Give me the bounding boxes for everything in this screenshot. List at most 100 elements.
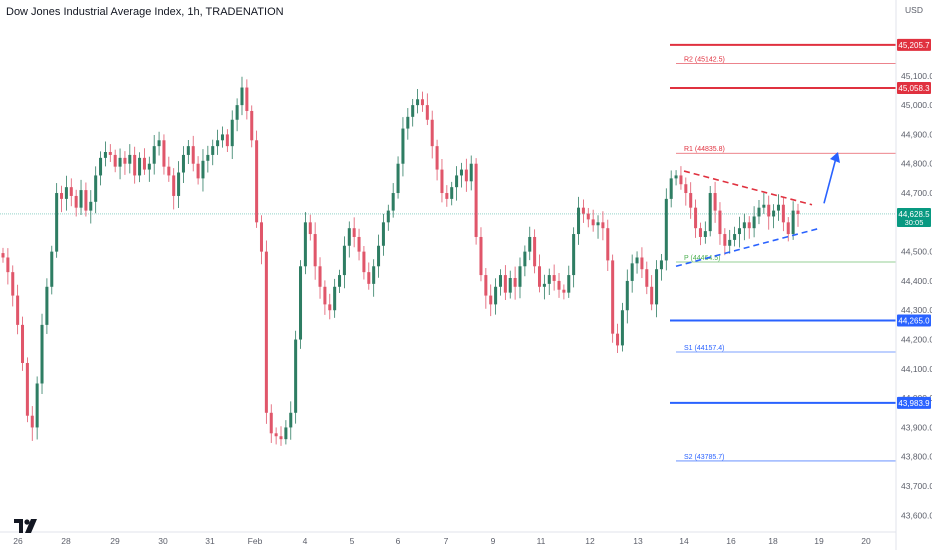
candle-body <box>45 286 49 325</box>
candle-body <box>357 236 361 252</box>
price-badge-label: 44,265.0 <box>898 316 930 325</box>
candle-body <box>230 119 234 147</box>
candle-body <box>347 228 351 246</box>
candle-body <box>6 257 10 273</box>
candle-body <box>533 236 537 267</box>
candle-body <box>211 146 215 155</box>
candle-body <box>308 222 312 235</box>
candle-body <box>225 134 229 147</box>
candle-body <box>157 140 161 147</box>
candle-body <box>294 339 298 413</box>
x-tick-label: 5 <box>350 536 355 546</box>
x-tick-label: 12 <box>585 536 595 546</box>
candle-body <box>235 105 239 120</box>
candle-body <box>498 275 502 287</box>
candle-body <box>323 286 327 305</box>
x-tick-label: 7 <box>444 536 449 546</box>
candle-body <box>635 257 639 264</box>
price-badge-label: 43,983.9 <box>898 399 930 408</box>
candle-body <box>762 204 766 208</box>
candle-body <box>494 286 498 305</box>
candle-body <box>416 99 420 106</box>
y-tick-label: 44,100.0 <box>901 364 932 374</box>
candle-body <box>674 175 678 179</box>
chart-title: Dow Jones Industrial Average Index, 1h, … <box>6 6 284 18</box>
candle-body <box>737 228 741 235</box>
candle-body <box>640 257 644 270</box>
candle-body <box>552 275 556 281</box>
candle-body <box>650 286 654 305</box>
candle-body <box>406 116 410 129</box>
candle-body <box>255 140 259 223</box>
price-badge <box>897 38 931 51</box>
candle-body <box>240 87 244 106</box>
candle-body <box>372 266 376 284</box>
x-tick-label: 13 <box>633 536 643 546</box>
candle-body <box>572 234 576 276</box>
candle-body <box>342 245 346 276</box>
candle-body <box>596 222 600 226</box>
candle-body <box>64 187 68 199</box>
candle-body <box>542 283 546 287</box>
candle-body <box>279 436 283 440</box>
candle-body <box>435 146 439 170</box>
price-badge <box>897 82 931 95</box>
candle-body <box>772 210 776 217</box>
x-tick-label: 26 <box>13 536 23 546</box>
candle-body <box>620 310 624 346</box>
breakout-arrow <box>823 157 837 204</box>
pivot-level-label: S2 (43785.7) <box>684 454 724 461</box>
currency-label: USD <box>905 5 923 15</box>
y-tick-label: 44,400.0 <box>901 276 932 286</box>
candle-body <box>367 272 371 284</box>
candle-body <box>606 228 610 261</box>
x-tick-label: 16 <box>726 536 736 546</box>
candle-body <box>440 169 444 194</box>
candle-body <box>123 157 127 164</box>
y-tick-label: 44,700.0 <box>901 188 932 198</box>
candle-body <box>79 190 83 208</box>
candle-body <box>581 207 585 214</box>
candle-body <box>108 152 112 155</box>
candle-body <box>508 278 512 293</box>
candle-body <box>74 195 78 208</box>
upper-trendline <box>683 170 813 206</box>
candle-body <box>669 178 673 199</box>
candle-body <box>479 236 483 276</box>
candle-body <box>313 234 317 267</box>
candle-body <box>796 210 800 214</box>
candle-body <box>377 245 381 267</box>
candle-body <box>94 175 98 202</box>
candle-body <box>181 154 185 173</box>
candle-body <box>284 427 288 440</box>
candle-body <box>537 266 542 287</box>
candle-body <box>25 362 29 416</box>
candle-body <box>401 128 405 164</box>
candle-body <box>20 324 25 363</box>
y-tick-label: 43,600.0 <box>901 510 932 520</box>
candle-body <box>655 269 659 305</box>
price-badge-label: 45,205.7 <box>898 41 930 50</box>
candle-body <box>289 412 293 428</box>
candle-body <box>333 286 337 311</box>
candle-body <box>264 251 268 413</box>
candle-body <box>459 169 463 176</box>
pivot-level-label: P (44464.5) <box>684 255 720 262</box>
x-tick-label: 6 <box>396 536 401 546</box>
candle-body <box>742 222 746 229</box>
price-badge-label: 45,058.3 <box>898 84 930 93</box>
candle-body <box>747 222 751 229</box>
candle-body <box>201 160 205 179</box>
price-badge <box>897 396 931 409</box>
candle-body <box>567 275 571 293</box>
y-tick-label: 44,500.0 <box>901 247 932 257</box>
candle-body <box>172 175 176 196</box>
x-tick-label: 19 <box>814 536 824 546</box>
candle-body <box>167 166 171 176</box>
x-tick-label: 29 <box>110 536 120 546</box>
candle-body <box>391 193 395 211</box>
candle-body <box>776 204 781 211</box>
candle-body <box>503 275 507 293</box>
